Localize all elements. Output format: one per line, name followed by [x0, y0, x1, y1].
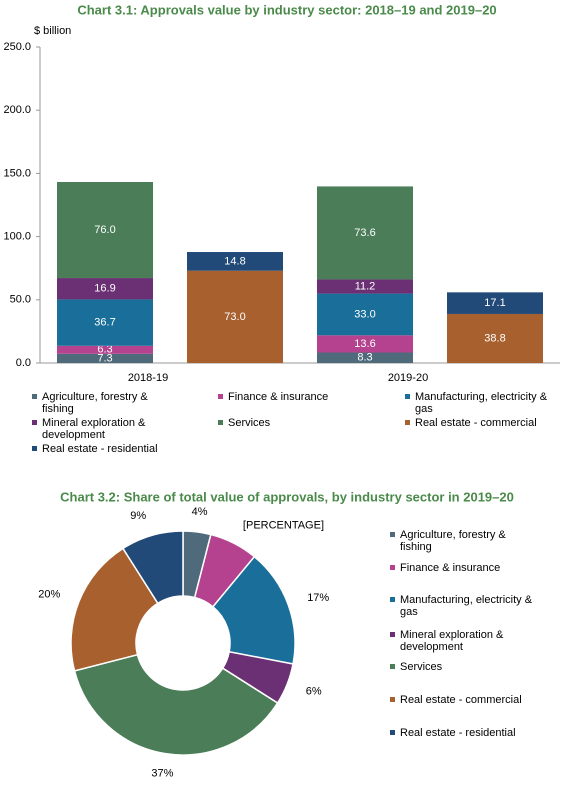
data-label: 4%	[192, 506, 208, 518]
legend-label: Real estate - commercial	[400, 694, 522, 706]
legend-marker	[390, 632, 395, 637]
data-label: 8.3	[357, 352, 372, 364]
legend-marker	[32, 446, 37, 451]
legend-label: Services	[400, 661, 443, 673]
legend-label: Finance & insurance	[400, 562, 501, 574]
donut-slice	[73, 653, 279, 756]
bar-segment	[57, 278, 153, 300]
data-label: [PERCENTAGE]	[243, 519, 324, 531]
legend-item: Real estate - residential	[390, 727, 535, 739]
data-label: 17%	[307, 592, 329, 604]
bar-segment	[317, 279, 413, 294]
donut-slice	[121, 530, 184, 605]
donut-slice	[70, 547, 159, 672]
legend-item: Mineral exploration & development	[32, 417, 182, 441]
legend-marker	[390, 565, 395, 570]
legend-item: Real estate - residential	[32, 443, 182, 455]
data-label: 7.3	[97, 352, 112, 364]
data-label: 36.7	[94, 317, 115, 329]
data-label: 6%	[306, 685, 322, 697]
legend-item: Finance & insurance	[390, 562, 535, 574]
y-tick-label: 50.0	[10, 294, 31, 306]
legend-marker	[32, 394, 37, 399]
data-label: 11.2	[355, 280, 376, 292]
y-tick-label: 200.0	[3, 104, 31, 116]
legend-marker	[390, 664, 395, 669]
x-tick-label: 2019-20	[388, 372, 428, 384]
data-label: 16.9	[94, 283, 115, 295]
legend-marker	[32, 420, 37, 425]
data-label: 20%	[38, 588, 60, 600]
data-label: 76.0	[94, 224, 115, 236]
bar-segment	[57, 353, 153, 363]
bar-segment	[57, 299, 153, 346]
legend-label: Services	[228, 417, 271, 429]
legend-marker	[218, 420, 223, 425]
legend-label: Manufacturing, electricity & gas	[415, 391, 548, 415]
legend-marker	[405, 394, 410, 399]
legend-label: Agriculture, forestry & fishing	[42, 391, 148, 415]
bar-segment	[447, 292, 543, 314]
legend-label: Finance & insurance	[228, 391, 329, 403]
y-tick-label: 0.0	[16, 357, 31, 369]
data-label: 33.0	[354, 308, 375, 320]
legend-item: Mineral exploration & development	[390, 629, 535, 653]
legend-item: Real estate - commercial	[405, 417, 555, 429]
legend-item: Agriculture, forestry & fishing	[390, 529, 535, 553]
legend-marker	[218, 394, 223, 399]
x-tick-label: 2018-19	[128, 372, 168, 384]
bar-segment	[57, 345, 153, 354]
bar-segment	[317, 293, 413, 336]
legend-label: Agriculture, forestry & fishing	[400, 529, 506, 553]
legend-item: Services	[218, 417, 368, 429]
legend-item: Manufacturing, electricity & gas	[390, 594, 535, 618]
legend-item: Finance & insurance	[218, 391, 368, 403]
legend-label: Real estate - commercial	[415, 417, 537, 429]
data-label: 9%	[130, 510, 146, 522]
bar-segment	[317, 335, 413, 353]
bar-segment	[447, 313, 543, 363]
data-label: 13.6	[354, 338, 375, 350]
donut-slice	[211, 555, 296, 665]
y-tick-label: 150.0	[3, 167, 31, 179]
legend-marker	[390, 730, 395, 735]
bar-segment	[57, 181, 153, 279]
bar-segment	[187, 270, 283, 363]
legend-marker	[390, 532, 395, 537]
legend-label: Real estate - residential	[400, 727, 516, 739]
legend-label: Real estate - residential	[42, 443, 158, 455]
bar-segment	[317, 352, 413, 363]
chart-title: Chart 3.1: Approvals value by industry s…	[77, 2, 496, 17]
data-label: 37%	[151, 767, 173, 779]
legend-item: Services	[390, 661, 535, 673]
y-axis-label: $ billion	[34, 25, 71, 37]
data-label: 17.1	[484, 297, 505, 309]
legend-label: Mineral exploration & development	[400, 629, 504, 653]
bar-segment	[317, 186, 413, 280]
data-label: 6.3	[97, 344, 112, 356]
data-label: 73.0	[224, 311, 245, 323]
legend-item: Agriculture, forestry & fishing	[32, 391, 182, 415]
legend-item: Manufacturing, electricity & gas	[405, 391, 555, 415]
chart-title: Chart 3.2: Share of total value of appro…	[60, 489, 514, 504]
legend-label: Mineral exploration & development	[42, 417, 146, 441]
data-label: 73.6	[354, 227, 375, 239]
data-label: 38.8	[484, 332, 505, 344]
legend-label: Manufacturing, electricity & gas	[400, 594, 533, 618]
legend-marker	[405, 420, 410, 425]
legend-marker	[390, 597, 395, 602]
data-label: 14.8	[224, 255, 245, 267]
y-tick-label: 250.0	[3, 41, 31, 53]
y-tick-label: 100.0	[3, 231, 31, 243]
bar-segment	[187, 252, 283, 271]
legend-item: Real estate - commercial	[390, 694, 535, 706]
legend-marker	[390, 697, 395, 702]
